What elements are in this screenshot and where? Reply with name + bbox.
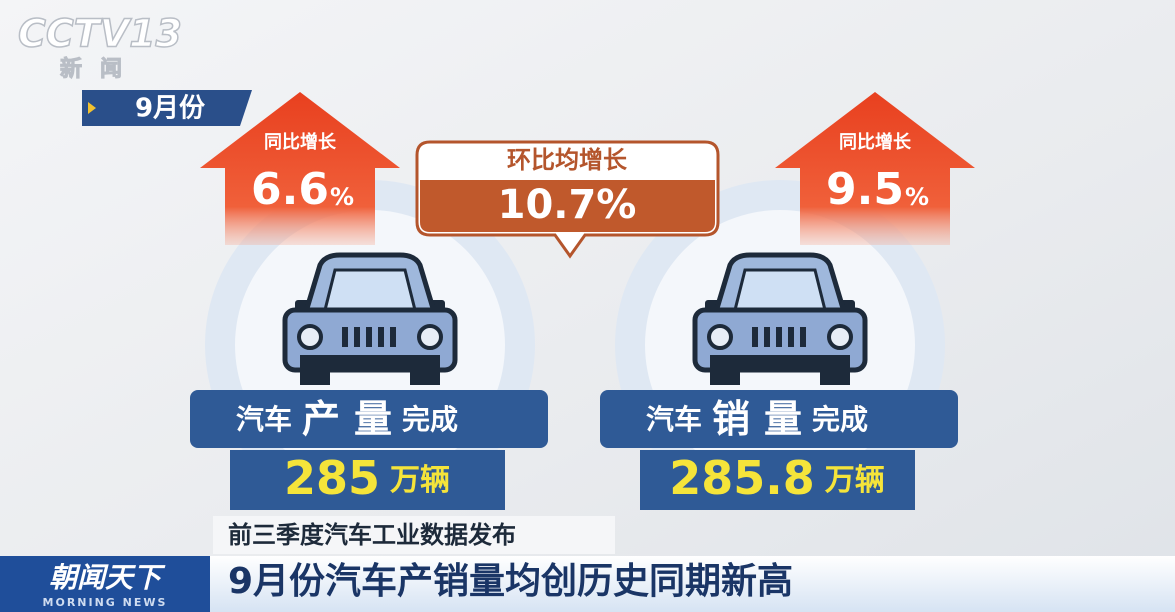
text-part: 产 bbox=[302, 397, 340, 441]
program-name: 朝闻天下 bbox=[49, 561, 166, 594]
channel-logo: CCTV13 bbox=[18, 12, 182, 56]
banner-text: 汽车销量完成 bbox=[646, 397, 868, 441]
text-part: 汽车 bbox=[646, 403, 702, 436]
arrow-unit: % bbox=[330, 183, 354, 211]
arrow-value: 6.6 bbox=[251, 164, 329, 215]
headline: 9月份汽车产销量均创历史同期新高 bbox=[228, 561, 793, 602]
text-part: 285 bbox=[284, 451, 380, 505]
arrow-unit: % bbox=[905, 183, 929, 211]
subtitle: 前三季度汽车工业数据发布 bbox=[228, 521, 516, 549]
banner-text: 汽车产量完成 bbox=[236, 397, 458, 441]
up-arrow bbox=[200, 92, 400, 245]
text-part: 销 bbox=[712, 397, 750, 441]
value-box bbox=[230, 450, 505, 510]
callout-fill bbox=[420, 180, 715, 232]
text-part: 量 bbox=[354, 397, 392, 441]
text-part: 完成 bbox=[402, 403, 458, 436]
callout-value: 10.7% bbox=[498, 182, 637, 228]
text-part: 量 bbox=[764, 397, 802, 441]
banner bbox=[600, 390, 958, 448]
value-box bbox=[640, 450, 915, 510]
text-part: 完成 bbox=[812, 403, 868, 436]
program-box bbox=[0, 556, 210, 612]
text-part: 汽车 bbox=[236, 403, 292, 436]
arrow-label: 同比增长 bbox=[839, 131, 912, 153]
subtitle-bg bbox=[213, 516, 615, 554]
month-tag-icon bbox=[88, 102, 96, 114]
up-arrow bbox=[775, 92, 975, 245]
text-part: 万辆 bbox=[390, 463, 450, 498]
month-tag-bg bbox=[82, 90, 252, 126]
month-tag: 9月份 bbox=[135, 94, 205, 124]
banner bbox=[190, 390, 548, 448]
program-english: MORNING NEWS bbox=[43, 596, 168, 609]
value-text: 285.8 万辆 bbox=[669, 451, 885, 505]
text-part: 万辆 bbox=[825, 463, 885, 498]
arrow-label: 同比增长 bbox=[264, 131, 337, 153]
arrow-value: 9.5 bbox=[826, 164, 904, 215]
text-part: 285.8 bbox=[669, 451, 815, 505]
value-text: 285 万辆 bbox=[284, 451, 450, 505]
channel-sub: 新闻 bbox=[60, 56, 140, 82]
callout-label: 环比均增长 bbox=[507, 146, 628, 174]
